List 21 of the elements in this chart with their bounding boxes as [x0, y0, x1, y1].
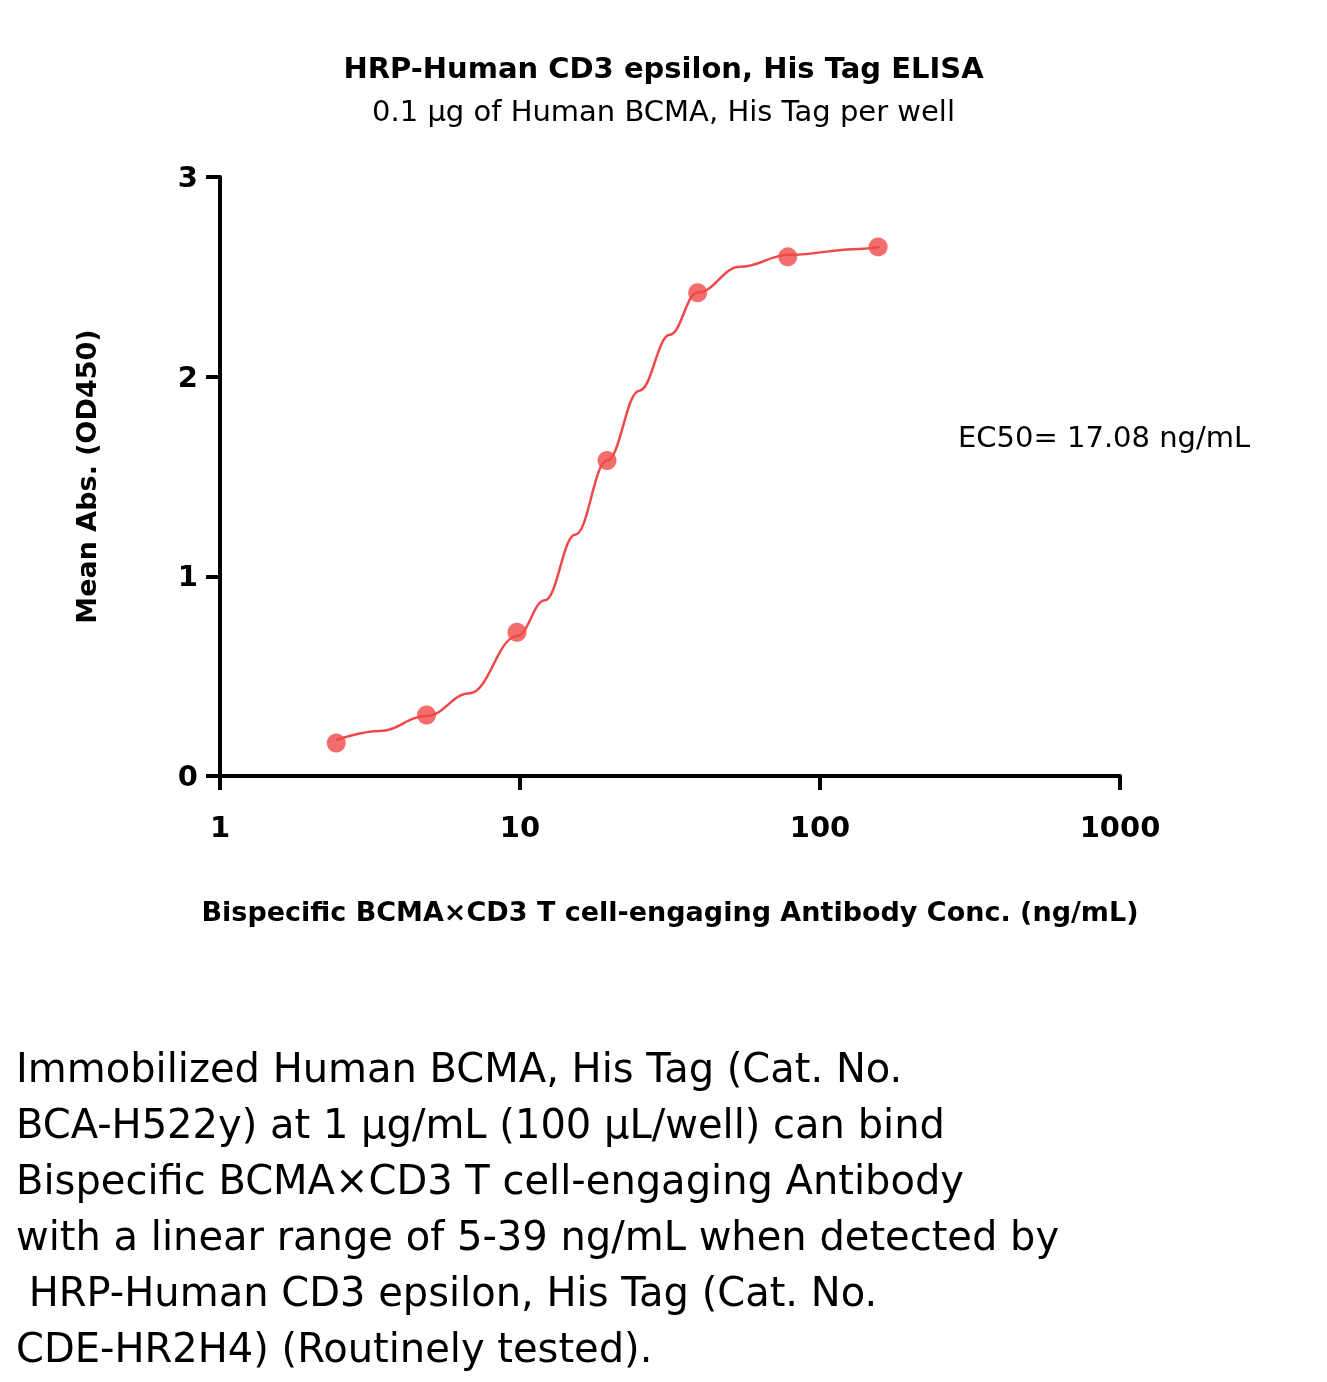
text: Immobilized Human BCMA, His Tag (Cat. No. BCA-H522y) at 1 μg/mL (100 μL/well) can bind Bispecific BCMA×CD3 T cell-engaging Antibody with a linear range of 5-39 ng/mL when detected by HRP-Human CD3 epsilon, His Tag (Cat. No. CDE-HR2H4) (Routinely tested).	[16, 1045, 1060, 1371]
x-tick-label: 10	[499, 809, 541, 844]
point	[597, 451, 617, 471]
chart-title: HRP-Human CD3 epsilon, His Tag ELISA	[343, 50, 985, 85]
point	[507, 622, 527, 642]
x-tick-label: 1	[209, 809, 231, 844]
point	[688, 283, 708, 303]
y-tick-label: 3	[177, 160, 198, 194]
x-tick-label: 1000	[1079, 809, 1161, 844]
point	[326, 733, 346, 753]
y-tick-label: 1	[177, 559, 198, 594]
point	[417, 705, 437, 725]
annotation: EC50= 17.08 ng/mL	[958, 419, 1251, 454]
x-axis-title: Bispecific BCMA×CD3 T cell-engaging Antibody Conc. (ng/mL)	[201, 896, 1139, 927]
point	[868, 237, 888, 257]
x-tick-label: 100	[789, 809, 851, 844]
y-tick-label: 0	[177, 759, 198, 793]
y-axis-title: Mean Abs. (OD450)	[71, 329, 102, 624]
point	[778, 247, 798, 267]
chart-subtitle: 0.1 μg of Human BCMA, His Tag per well	[372, 93, 955, 128]
y-tick-label: 2	[177, 359, 198, 394]
